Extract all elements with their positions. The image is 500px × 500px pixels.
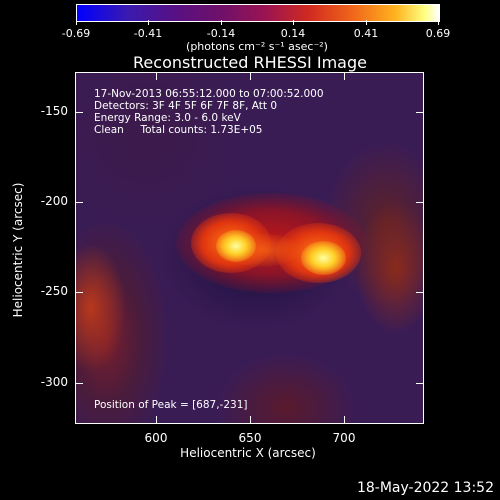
- image-title: Reconstructed RHESSI Image: [133, 53, 367, 72]
- y-tick-label: -150: [40, 104, 68, 118]
- colorbar-tick: [438, 20, 439, 25]
- colorbar-label: 0.69: [425, 27, 451, 40]
- x-tick-label: 700: [332, 431, 356, 445]
- colorbar-label: -0.41: [133, 27, 163, 40]
- timestamp: 18-May-2022 13:52: [356, 480, 494, 496]
- y-tick-label: -300: [40, 375, 68, 389]
- colorbar-tick: [76, 20, 77, 25]
- colorbar: [76, 4, 440, 22]
- colorbar-tick: [366, 20, 367, 25]
- x-tick-label: 600: [144, 431, 168, 445]
- colorbar-tick: [293, 20, 294, 25]
- x-axis-label: Heliocentric X (arcsec): [180, 446, 316, 460]
- y-tick-label: -200: [40, 194, 68, 208]
- colorbar-tick: [221, 20, 222, 25]
- colorbar-units: (photons cm⁻² s⁻¹ asec⁻²): [186, 40, 328, 53]
- rhessi-image: 17-Nov-2013 06:55:12.000 to 07:00:52.000…: [75, 72, 424, 424]
- colorbar-label: -0.14: [206, 27, 236, 40]
- y-tick-label: -250: [40, 284, 68, 298]
- colorbar-label: 0.14: [280, 27, 306, 40]
- annotation-energy: Energy Range: 3.0 - 6.0 keV: [94, 112, 241, 124]
- x-tick-label: 650: [238, 431, 262, 445]
- y-axis-label: Heliocentric Y (arcsec): [11, 182, 25, 318]
- annotation-time: 17-Nov-2013 06:55:12.000 to 07:00:52.000: [94, 88, 324, 100]
- colorbar-tick: [148, 20, 149, 25]
- colorbar-label: -0.69: [61, 27, 91, 40]
- colorbar-label: 0.41: [353, 27, 379, 40]
- annotation-clean: Clean Total counts: 1.73E+05: [94, 124, 263, 136]
- peak-position: Position of Peak = [687,-231]: [94, 399, 248, 411]
- annotation-detectors: Detectors: 3F 4F 5F 6F 7F 8F, Att 0: [94, 100, 278, 112]
